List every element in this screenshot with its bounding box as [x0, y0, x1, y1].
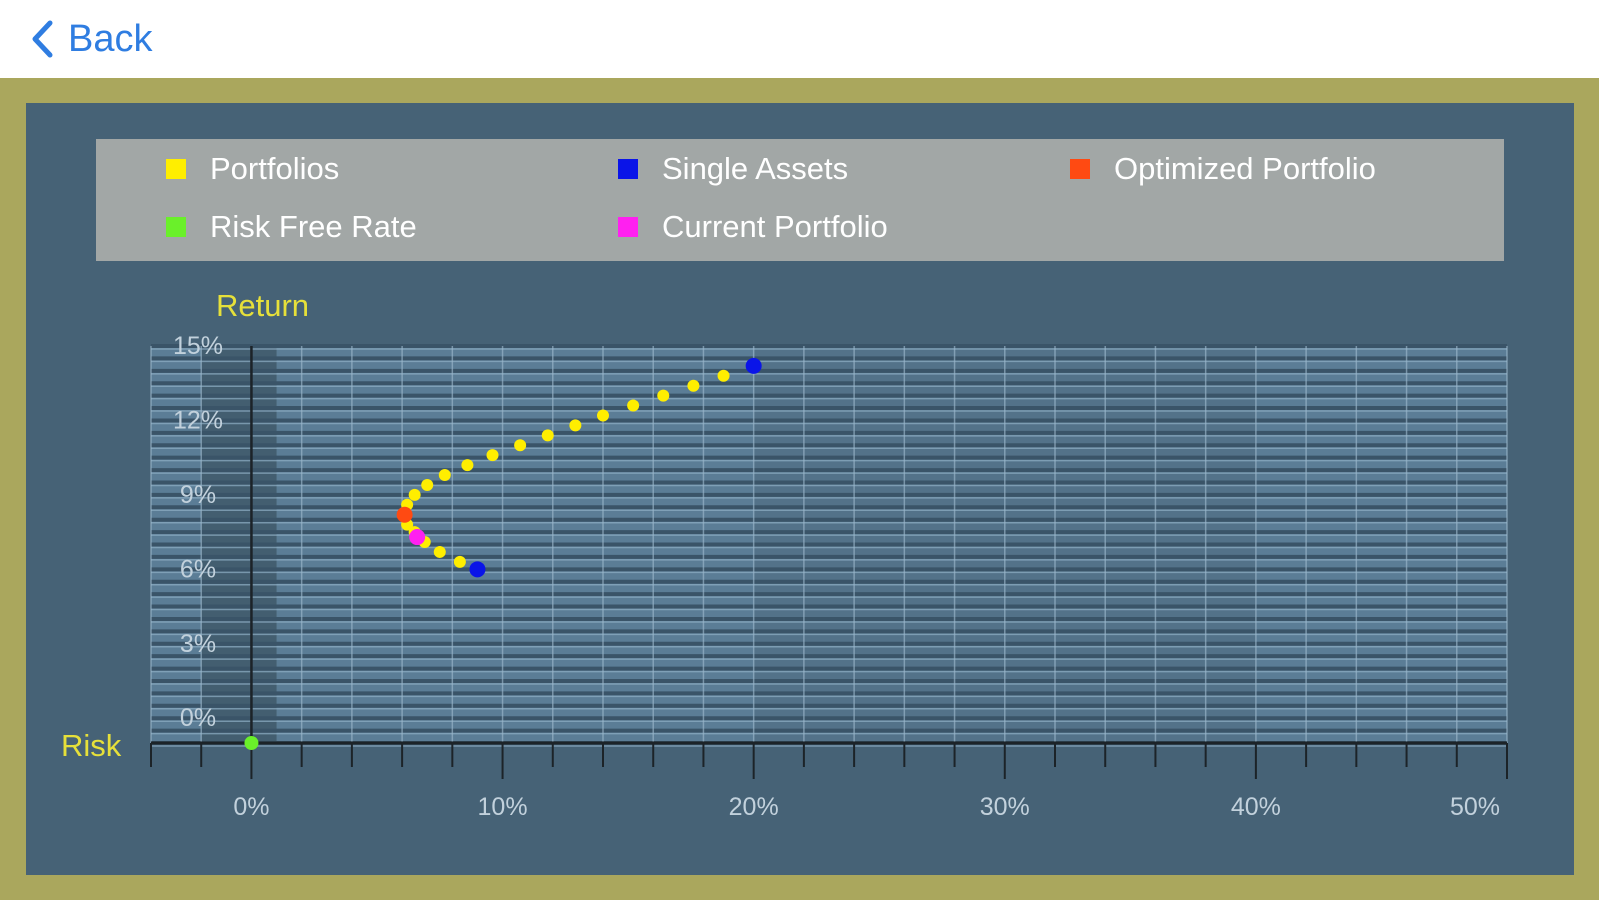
legend-label: Portfolios	[210, 151, 340, 186]
legend-swatch-current-portfolio	[618, 217, 638, 237]
efficient-frontier-chart: 0% 10% 20% 30% 40% 50% 0% 3% 6% 9% 12% 15% Return Ris…	[61, 288, 1508, 821]
legend-item-current-portfolio: Current Portfolio	[618, 207, 888, 247]
y-tick-label: 15%	[173, 332, 223, 360]
x-tick-label: 50%	[1450, 793, 1500, 821]
navigation-bar: Back	[0, 0, 1599, 78]
legend-label: Single Assets	[662, 151, 849, 186]
data-point-portfolios	[687, 379, 700, 392]
data-point-risk-free-rate	[244, 736, 259, 750]
legend-swatch-risk-free-rate	[166, 217, 186, 237]
legend-item-risk-free-rate: Risk Free Rate	[166, 207, 417, 247]
legend-item-portfolios: Portfolios	[166, 149, 339, 189]
x-tick-label: 10%	[478, 793, 528, 821]
x-tick-label: 20%	[729, 793, 779, 821]
legend-label: Current Portfolio	[662, 209, 888, 244]
data-point-portfolios	[514, 439, 527, 452]
data-point-portfolios	[627, 399, 640, 412]
legend-label: Optimized Portfolio	[1114, 151, 1376, 186]
data-point-portfolios	[433, 545, 446, 558]
data-point-portfolios	[569, 419, 582, 432]
data-point-portfolios	[453, 555, 466, 568]
y-axis-label: Return	[216, 288, 309, 323]
back-label: Back	[68, 17, 153, 60]
data-point-portfolios	[421, 478, 434, 491]
x-tick-label: 40%	[1231, 793, 1281, 821]
legend-label: Risk Free Rate	[210, 209, 417, 244]
x-tick-label: 0%	[233, 793, 269, 821]
back-button[interactable]: Back	[30, 14, 152, 64]
legend-item-single-assets: Single Assets	[618, 149, 848, 189]
y-tick-label: 3%	[180, 630, 216, 658]
data-point-single-assets	[745, 357, 762, 374]
legend-swatch-single-assets	[618, 159, 638, 179]
data-point-portfolios	[541, 429, 554, 442]
data-point-portfolios	[408, 488, 421, 501]
legend-swatch-optimized-portfolio	[1070, 159, 1090, 179]
legend-item-optimized-portfolio: Optimized Portfolio	[1070, 149, 1376, 189]
chevron-left-icon	[32, 20, 53, 58]
legend: Portfolios Single Assets Optimized Portf…	[96, 139, 1504, 261]
data-point-portfolios	[461, 459, 474, 472]
x-tick-label: 30%	[980, 793, 1030, 821]
data-point-portfolios	[717, 369, 730, 382]
data-point-single-assets	[469, 561, 486, 578]
chart-panel: Portfolios Single Assets Optimized Portf…	[26, 103, 1574, 875]
data-point-optimized-portfolio	[396, 506, 413, 523]
y-tick-label: 12%	[173, 406, 223, 434]
data-point-current-portfolio	[409, 529, 426, 546]
y-tick-label: 0%	[180, 704, 216, 732]
y-tick-label: 9%	[180, 481, 216, 509]
data-point-portfolios	[486, 449, 499, 462]
data-point-portfolios	[657, 389, 670, 402]
y-tick-label: 6%	[180, 555, 216, 583]
legend-swatch-portfolios	[166, 159, 186, 179]
data-point-portfolios	[597, 409, 609, 422]
x-axis-label: Risk	[61, 728, 122, 763]
data-point-portfolios	[438, 469, 451, 482]
